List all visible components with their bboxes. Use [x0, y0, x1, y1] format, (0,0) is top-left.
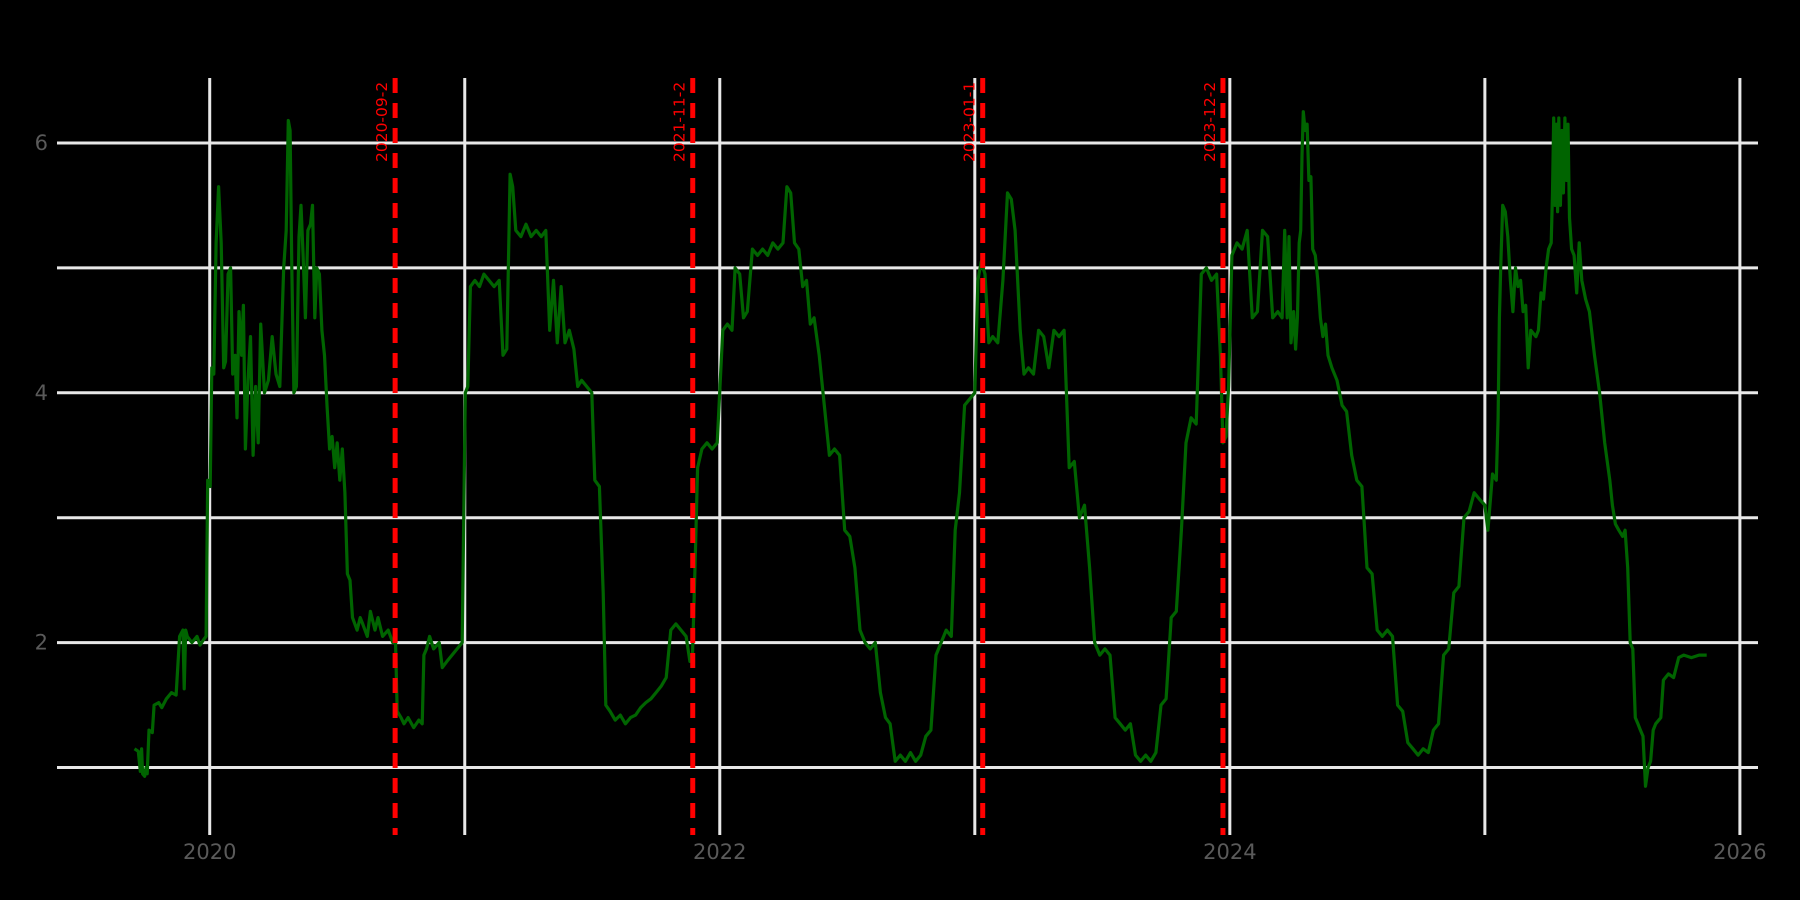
- x-tick-label: 2020: [183, 840, 236, 864]
- event-vline-label: 2020-09-2: [373, 82, 391, 162]
- event-vline-label: 2023-12-2: [1201, 82, 1219, 162]
- data-series-line: [133, 110, 1707, 788]
- x-tick-label: 2024: [1203, 840, 1256, 864]
- y-tick-label: 6: [35, 131, 48, 155]
- y-tick-label: 4: [35, 381, 48, 405]
- x-tick-label: 2026: [1713, 840, 1766, 864]
- y-tick-label: 2: [35, 631, 48, 655]
- x-tick-label: 2022: [693, 840, 746, 864]
- event-vline-label: 2021-11-2: [671, 82, 689, 162]
- event-vline-label: 2023-01-1: [961, 82, 979, 162]
